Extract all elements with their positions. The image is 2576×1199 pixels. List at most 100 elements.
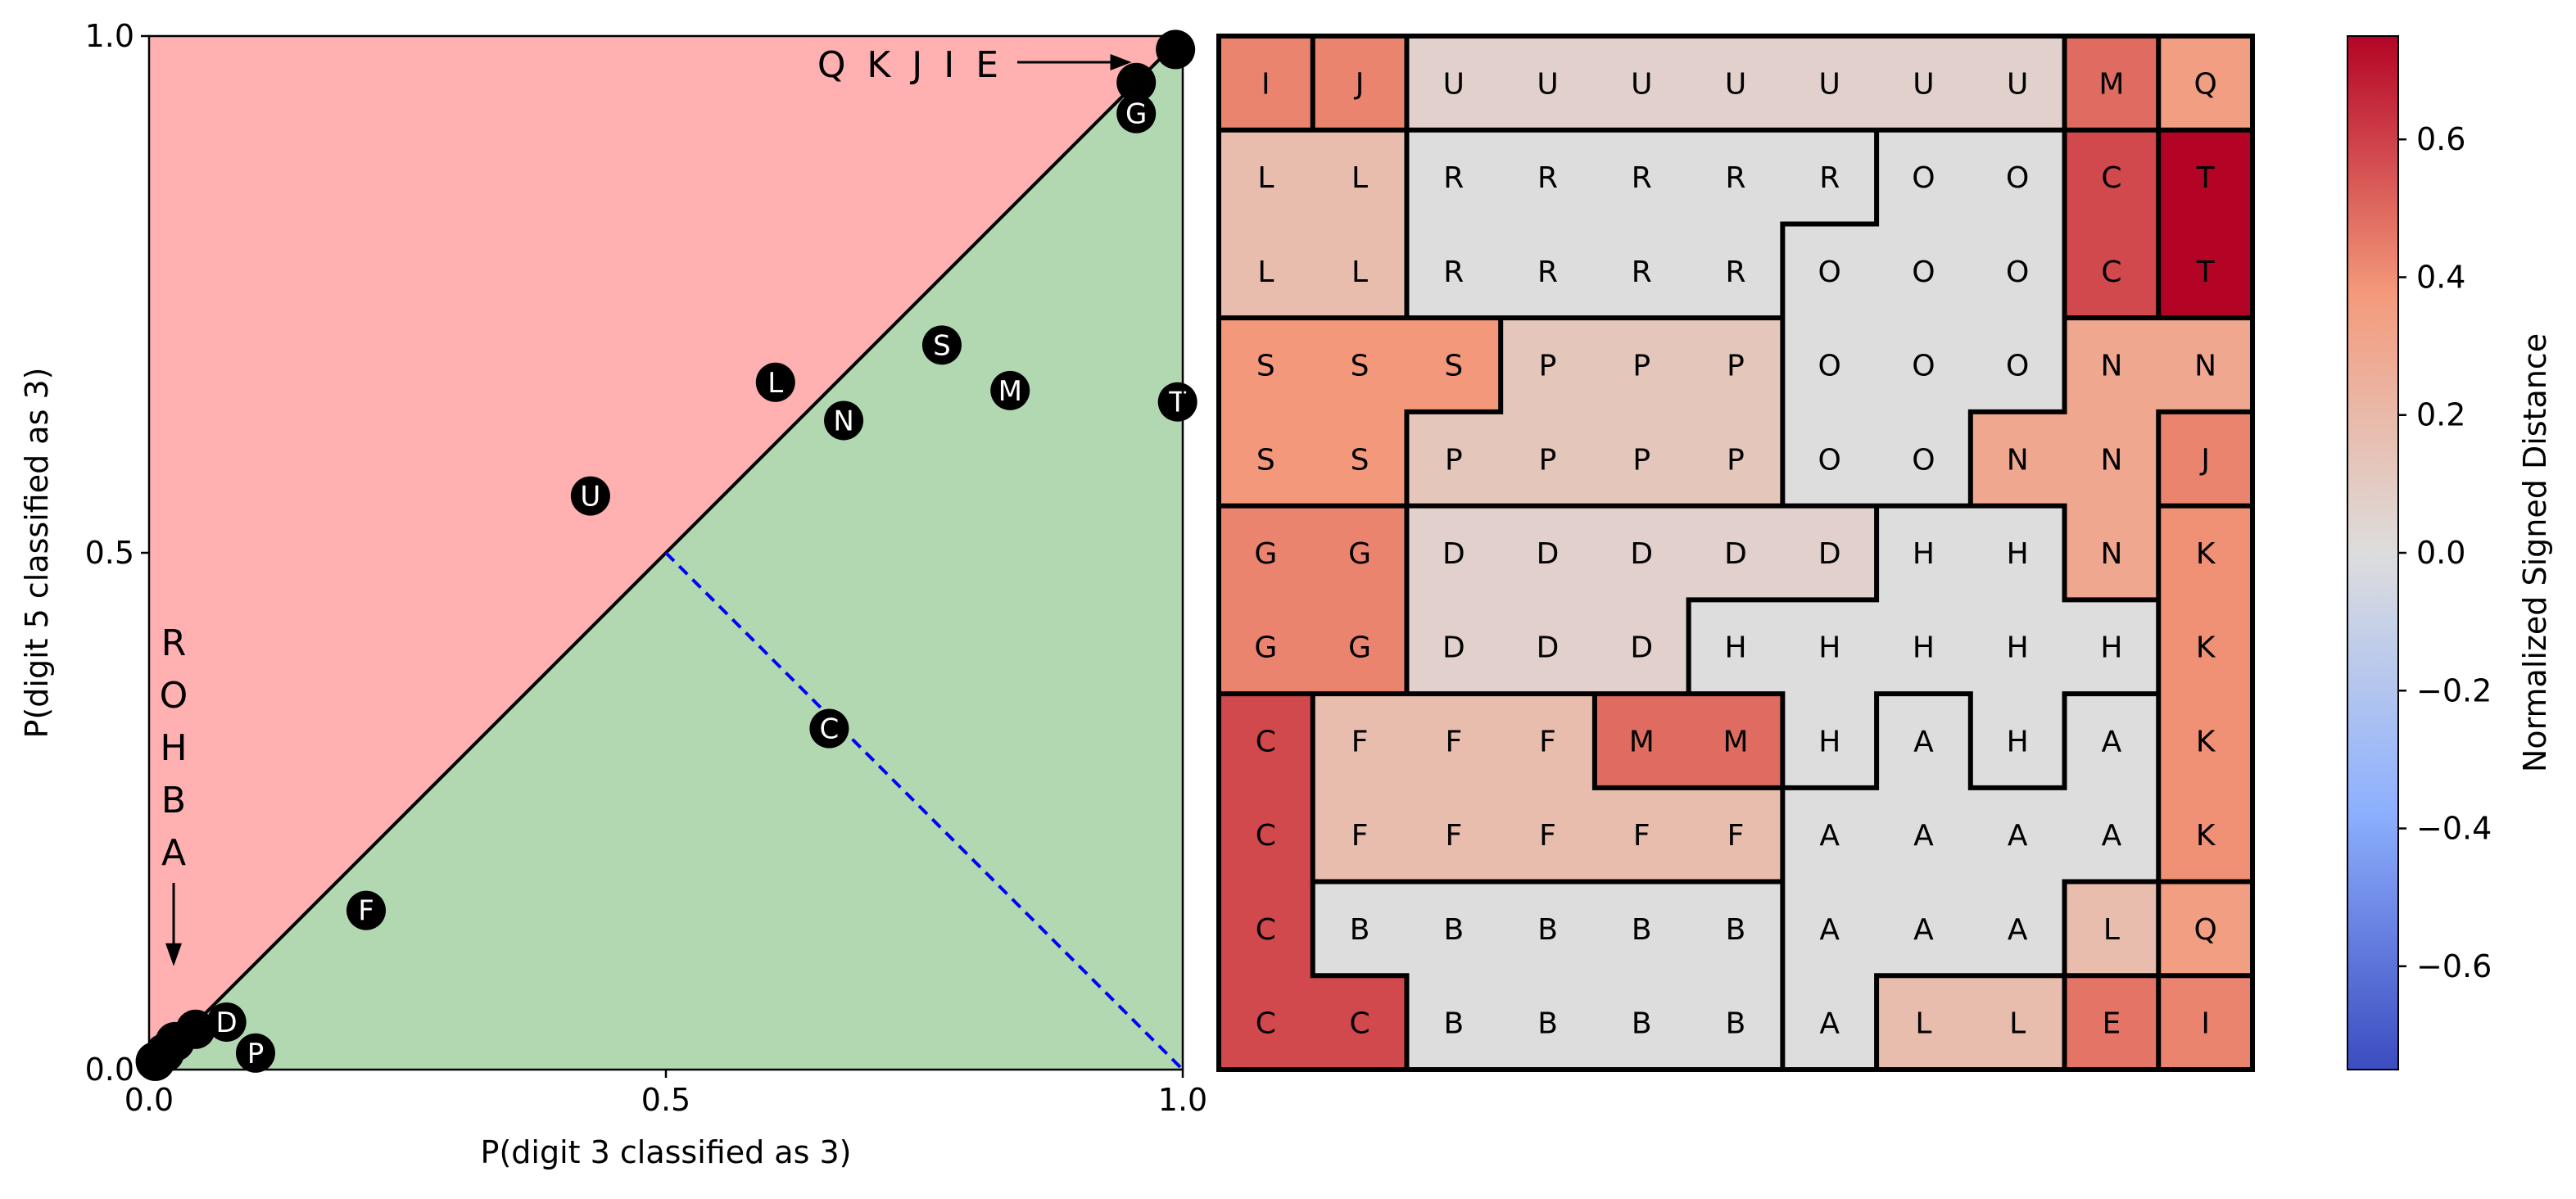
heatmap-cell-label: O (1912, 161, 1935, 195)
heatmap-cell-label: A (2008, 819, 2028, 853)
heatmap-cell-label: F (1539, 819, 1556, 853)
heatmap-cell (1219, 36, 1314, 131)
colorbar-label: Normalized Signed Distance (2517, 333, 2553, 772)
heatmap-cell (1970, 694, 2066, 789)
heatmap-cell (1970, 505, 2066, 600)
point-marker (206, 1002, 247, 1042)
heatmap-cell (2158, 881, 2253, 976)
heatmap-cell (1501, 318, 1596, 413)
point-label: G (1125, 98, 1147, 131)
point-marker (346, 890, 387, 930)
annotation-left-letter: A (161, 832, 186, 874)
heatmap-cell (1877, 36, 1972, 131)
heatmap-frame (1216, 34, 2255, 1072)
heatmap-cell (1594, 600, 1690, 695)
heatmap-cell (1501, 975, 1596, 1070)
annotation-top-arrowhead (1110, 54, 1132, 70)
heatmap-cell-label: P (1727, 443, 1745, 477)
heatmap-cell-label: K (2196, 537, 2216, 571)
heatmap-cell-label: R (1537, 161, 1558, 195)
heatmap-cell-label: F (1445, 725, 1462, 758)
heatmap-cell-label: C (1350, 1007, 1370, 1041)
heatmap-cell (1688, 318, 1783, 413)
heatmap-cell (1219, 600, 1314, 695)
heatmap-cell (1594, 36, 1690, 131)
heatmap-cell-label: F (1539, 725, 1556, 758)
heatmap-cell (1312, 787, 1408, 883)
heatmap-cell-label: U (1819, 67, 1840, 101)
colorbar-tick-label: 0.6 (2416, 121, 2465, 157)
heatmap-cell-label: N (2194, 350, 2216, 383)
heatmap-cell (1970, 881, 2066, 976)
y-tick-label: 0.5 (85, 535, 134, 571)
heatmap-cell (1782, 411, 1877, 507)
heatmap-cell-label: O (1912, 256, 1935, 289)
heatmap-cell (1594, 318, 1690, 413)
heatmap-cell (2158, 600, 2253, 695)
heatmap-cell (1406, 787, 1501, 883)
heatmap-cell-label: H (1913, 631, 1935, 665)
heatmap-cell-label: J (1354, 67, 1365, 101)
heatmap-cell (1501, 881, 1596, 976)
heatmap-cell (1970, 787, 2066, 883)
data-point: P (235, 1033, 275, 1073)
heatmap-cell-label: L (1257, 256, 1274, 289)
heatmap-borders (1216, 34, 2255, 1072)
heatmap-cell-label: A (2102, 725, 2122, 758)
heatmap-cell (1688, 36, 1783, 131)
heatmap-cell (1312, 224, 1408, 319)
heatmap-cell-label: P (1445, 443, 1463, 477)
heatmap-cell (1594, 881, 1690, 976)
heatmap-cell (1219, 975, 1314, 1070)
point-marker (921, 325, 962, 365)
heatmap-cell-label: U (1631, 67, 1652, 101)
annotation-top: Q K J I E (817, 44, 1003, 86)
heatmap-cell (1970, 600, 2066, 695)
heatmap-cell-label: H (1818, 631, 1840, 665)
heatmap-cell-label: L (2103, 913, 2120, 947)
heatmap-cell (1782, 318, 1877, 413)
point-marker (1156, 29, 1196, 70)
heatmap-cell (1877, 318, 1972, 413)
heatmap-cell-label: P (1539, 443, 1557, 477)
heatmap-cell (1877, 600, 1972, 695)
colorbar-gradient (2347, 35, 2399, 1070)
heatmap-cell (1688, 600, 1783, 695)
heatmap-region-borders (1216, 34, 2255, 1072)
heatmap-cell (1877, 787, 1972, 883)
x-tick-label: 0.5 (641, 1082, 690, 1118)
heatmap-cell-label: R (1632, 256, 1652, 289)
reference-dashed-line (664, 551, 1184, 1071)
annotation-left-arrowhead (165, 943, 182, 966)
heatmap-cell (1688, 129, 1783, 225)
heatmap-cell (1970, 975, 2066, 1070)
heatmap-cell-label: S (1444, 350, 1463, 383)
heatmap-cell (1782, 505, 1877, 600)
point-marker (990, 370, 1030, 410)
heatmap-cell-label: F (1351, 819, 1369, 853)
heatmap-cell (1219, 694, 1314, 789)
point-label: N (833, 405, 853, 437)
heatmap-cell (2158, 411, 2253, 507)
heatmap-cell (2158, 975, 2253, 1070)
heatmap-cell-label: N (2007, 443, 2029, 477)
heatmap-cell-label: G (1254, 631, 1277, 665)
heatmap-cell (2064, 881, 2159, 976)
heatmap-cells (1219, 36, 2253, 1070)
heatmap-cell-label: K (2196, 631, 2216, 665)
heatmap-cell-label: O (2006, 256, 2029, 289)
heatmap-cell (1877, 411, 1972, 507)
heatmap-cell (2064, 975, 2159, 1070)
heatmap-cell-label: U (1725, 67, 1746, 101)
heatmap-cell-label: B (1443, 1007, 1464, 1041)
point-marker (570, 476, 610, 516)
heatmap-cell (2064, 36, 2159, 131)
heatmap-cell-label: D (1630, 631, 1653, 665)
heatmap-cell-label: I (2201, 1007, 2210, 1041)
colorbar-tick-label: −0.4 (2416, 811, 2492, 847)
heatmap-cell (1501, 694, 1596, 789)
heatmap-cell-label: R (1725, 161, 1745, 195)
heatmap-cell (1594, 224, 1690, 319)
heatmap-cell-label: B (1726, 913, 1746, 947)
heatmap-cell (2064, 505, 2159, 600)
